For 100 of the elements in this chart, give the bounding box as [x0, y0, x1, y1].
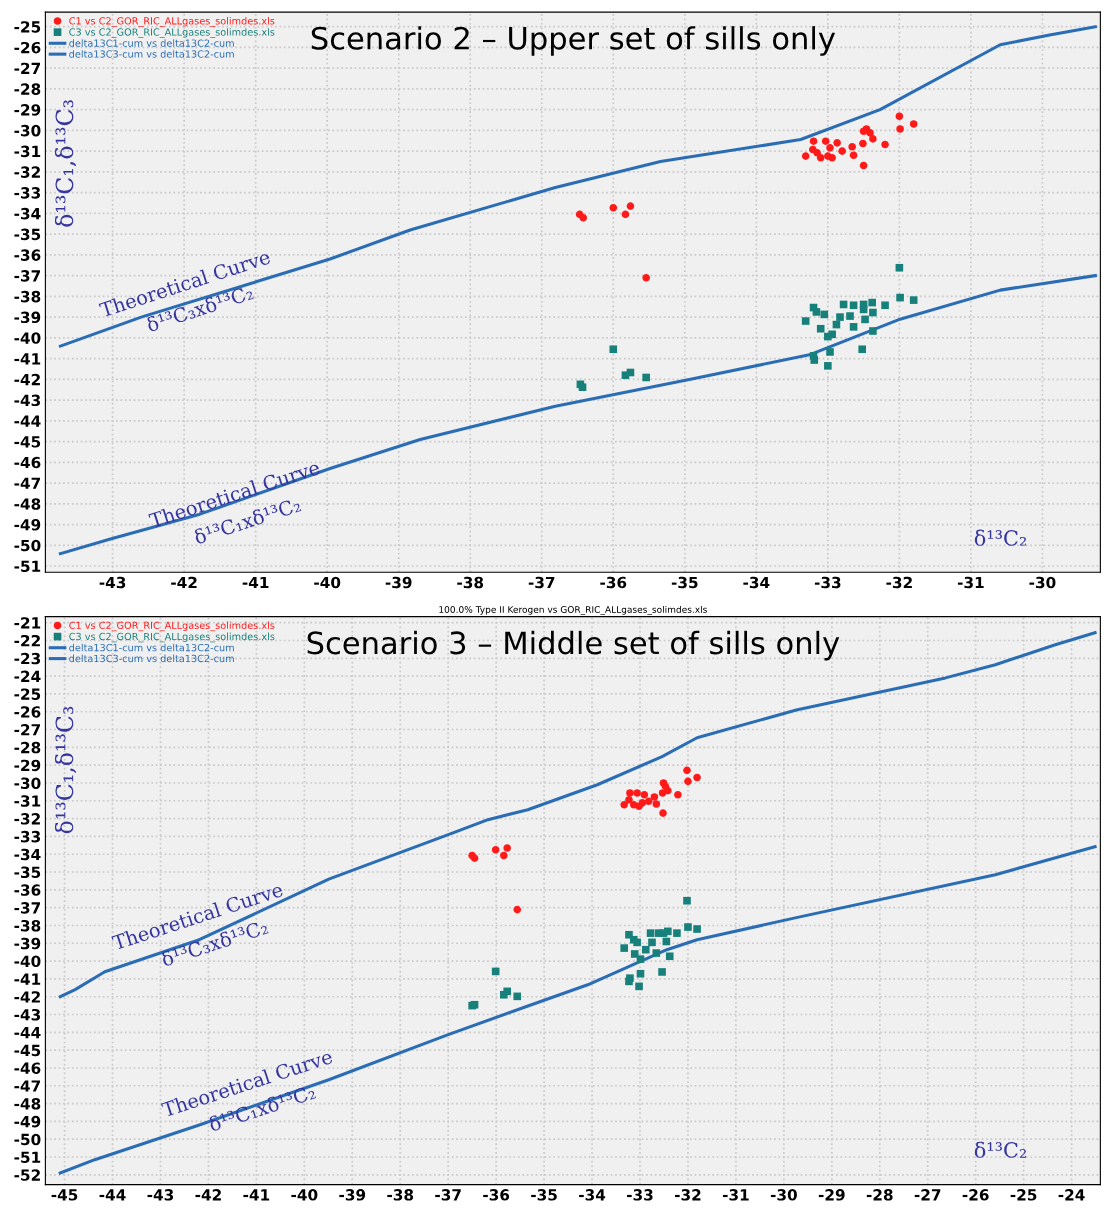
y-tick-label: -46: [14, 456, 41, 469]
point: [636, 955, 645, 963]
x-tick-label: -42: [195, 1189, 221, 1201]
point: [693, 925, 701, 933]
point: [636, 969, 645, 978]
x-tick-label: -33: [627, 1189, 653, 1201]
y-tick-label: -44: [14, 1027, 41, 1039]
point: [630, 950, 639, 958]
x-tick-label: -31: [722, 1189, 749, 1201]
y-tick-label: -22: [14, 634, 40, 647]
y-tick-label: -30: [14, 777, 41, 789]
point: [659, 809, 667, 817]
point: [620, 800, 628, 809]
y-tick-label: -27: [14, 724, 41, 736]
y-tick-label: -45: [14, 1044, 41, 1057]
point: [838, 147, 846, 155]
point: [909, 120, 918, 128]
y-tick-label: -39: [14, 937, 41, 950]
y-tick-label: -38: [14, 919, 41, 932]
point: [828, 153, 836, 162]
point: [683, 896, 691, 905]
y-tick-label: -27: [14, 62, 41, 74]
point: [849, 323, 858, 331]
y-tick-label: -29: [14, 759, 41, 772]
point: [801, 317, 810, 325]
point: [848, 142, 856, 151]
y-tick-label: -36: [14, 884, 41, 896]
point: [820, 310, 829, 319]
x-tick-label: -38: [457, 576, 484, 589]
point: [503, 844, 511, 852]
x-tick-label: -40: [314, 576, 341, 589]
point: [579, 213, 588, 222]
point: [869, 308, 877, 317]
y-tick-label: -38: [14, 290, 41, 303]
y-tick-label: -31: [14, 145, 41, 158]
y-tick-label: -42: [14, 991, 40, 1003]
x-tick-label: -24: [1058, 1189, 1085, 1201]
y-tick-label: -32: [14, 813, 40, 825]
point: [684, 923, 692, 931]
point: [664, 927, 672, 936]
point: [833, 139, 841, 147]
point: [673, 929, 681, 937]
y-tick-label: -33: [14, 187, 41, 199]
point: [641, 945, 650, 954]
point: [609, 345, 618, 354]
x-tick-label: -37: [435, 1189, 461, 1201]
x-tick-label: -38: [387, 1189, 414, 1201]
x-tick-label: -31: [957, 576, 984, 589]
point: [621, 210, 630, 219]
x-tick-label: -39: [385, 576, 412, 589]
x-tick-label: -29: [818, 1189, 845, 1201]
point: [665, 952, 674, 961]
point: [896, 125, 904, 133]
chart-subtitle: 100.0% Type II Kerogen vs GOR_RIC_ALLgases_solimdes.xls: [439, 605, 707, 615]
point: [812, 308, 821, 316]
x-tick-label: -32: [886, 576, 912, 589]
y-tick-label: -50: [14, 539, 41, 552]
y-tick-label: -21: [14, 617, 41, 629]
y-tick-label: -52: [14, 1169, 40, 1181]
point: [648, 938, 656, 947]
y-tick-label: -25: [14, 21, 41, 33]
x-tick-label: -43: [147, 1189, 174, 1201]
y-tick-label: -24: [14, 670, 41, 682]
x-tick-label: -35: [531, 1189, 557, 1201]
y-tick-label: -43: [14, 1008, 41, 1021]
y-tick-label: -40: [14, 332, 41, 344]
legend-label: C1 vs C2_GOR_RIC_ALLgases_solimdes.xls: [69, 17, 275, 27]
point: [866, 129, 874, 137]
x-tick-label: -44: [99, 1189, 126, 1201]
y-tick-label: -28: [14, 741, 41, 754]
point: [869, 135, 877, 143]
point: [626, 789, 634, 797]
y-tick-label: -26: [14, 41, 41, 54]
y-tick-label: -48: [14, 1098, 41, 1110]
point: [650, 793, 659, 801]
y-tick-label: -37: [14, 270, 41, 282]
y-tick-label: -32: [14, 166, 40, 178]
y-tick-label: -41: [14, 353, 41, 365]
y-tick-label: -26: [14, 706, 41, 718]
point: [816, 324, 825, 333]
legend-label: delta13C3-cum vs delta13C2-cum: [69, 50, 234, 58]
point: [895, 112, 904, 121]
x-tick-label: -40: [291, 1189, 318, 1201]
x-tick-label: -36: [600, 576, 627, 589]
point: [849, 301, 858, 310]
point: [826, 348, 834, 356]
y-axis-title: δ¹³C₁,δ¹³C₃: [54, 100, 77, 227]
point: [640, 790, 649, 799]
chart-title: Scenario 2 – Upper set of sills only: [311, 26, 836, 56]
point: [644, 797, 653, 806]
point: [846, 312, 854, 320]
x-axis-title: δ¹³C₂: [974, 529, 1026, 546]
point: [633, 789, 641, 797]
x-tick-label: -43: [99, 576, 126, 589]
y-tick-label: -33: [14, 830, 41, 843]
legend-label: C3 vs C2_GOR_RIC_ALLgases_solimdes.xls: [69, 28, 275, 38]
y-tick-label: -49: [14, 1115, 41, 1128]
x-tick-label: -45: [51, 1189, 78, 1201]
y-tick-label: -51: [14, 560, 41, 573]
point: [881, 140, 889, 149]
